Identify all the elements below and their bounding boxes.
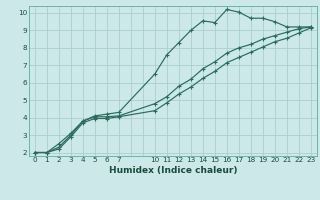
X-axis label: Humidex (Indice chaleur): Humidex (Indice chaleur) xyxy=(108,166,237,175)
